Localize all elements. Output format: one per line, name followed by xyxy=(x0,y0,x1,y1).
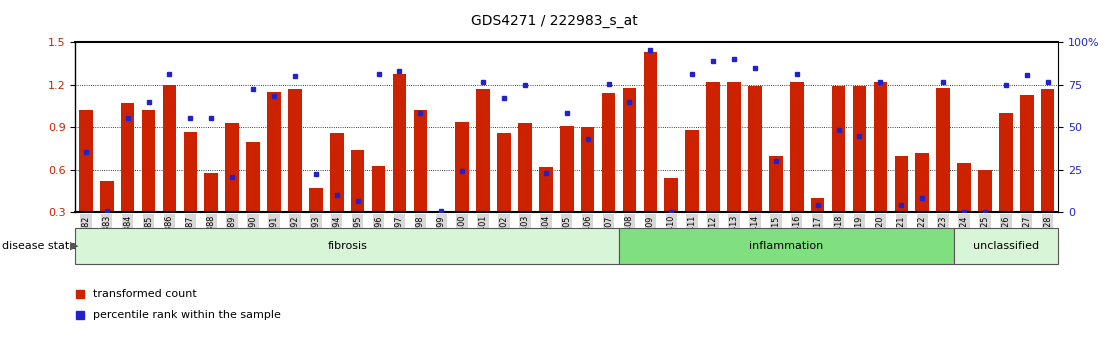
Bar xyxy=(142,110,155,255)
Bar xyxy=(769,156,782,255)
Bar xyxy=(246,142,260,255)
Bar xyxy=(75,228,619,264)
Text: inflammation: inflammation xyxy=(749,241,823,251)
Bar xyxy=(748,86,761,255)
Bar xyxy=(894,156,909,255)
Bar xyxy=(644,52,657,255)
Bar xyxy=(619,228,954,264)
Text: unclassified: unclassified xyxy=(973,241,1039,251)
Bar xyxy=(560,126,574,255)
Bar xyxy=(476,89,490,255)
Text: fibrosis: fibrosis xyxy=(327,241,367,251)
Bar xyxy=(100,181,113,255)
Bar xyxy=(121,103,134,255)
Bar xyxy=(163,85,176,255)
Bar xyxy=(957,163,971,255)
Bar xyxy=(455,122,469,255)
Bar xyxy=(915,153,929,255)
Bar xyxy=(372,166,386,255)
Bar xyxy=(853,86,866,255)
Bar xyxy=(686,130,699,255)
Bar xyxy=(811,198,824,255)
Bar xyxy=(538,167,553,255)
Bar xyxy=(727,82,741,255)
Bar xyxy=(309,188,322,255)
Bar xyxy=(999,113,1013,255)
Bar xyxy=(497,133,511,255)
Bar xyxy=(936,88,950,255)
Bar xyxy=(623,88,636,255)
Bar xyxy=(1040,89,1055,255)
Bar xyxy=(602,93,615,255)
Text: GDS4271 / 222983_s_at: GDS4271 / 222983_s_at xyxy=(471,14,637,28)
Bar xyxy=(665,178,678,255)
Text: percentile rank within the sample: percentile rank within the sample xyxy=(93,310,281,320)
Bar xyxy=(873,82,888,255)
Bar xyxy=(1020,95,1034,255)
Bar xyxy=(413,110,428,255)
Bar xyxy=(832,86,845,255)
Bar xyxy=(267,92,280,255)
Bar xyxy=(330,133,343,255)
Bar xyxy=(954,228,1058,264)
Bar xyxy=(79,110,93,255)
Bar xyxy=(392,74,407,255)
Text: disease state: disease state xyxy=(2,241,76,251)
Bar xyxy=(351,150,365,255)
Bar xyxy=(184,132,197,255)
Bar xyxy=(706,82,720,255)
Bar xyxy=(205,173,218,255)
Bar xyxy=(581,127,595,255)
Bar xyxy=(288,89,301,255)
Text: transformed count: transformed count xyxy=(93,289,197,299)
Bar xyxy=(519,123,532,255)
Bar xyxy=(790,82,803,255)
Bar xyxy=(434,212,448,255)
Bar xyxy=(225,123,239,255)
Bar xyxy=(978,170,992,255)
Text: ▶: ▶ xyxy=(70,241,79,251)
